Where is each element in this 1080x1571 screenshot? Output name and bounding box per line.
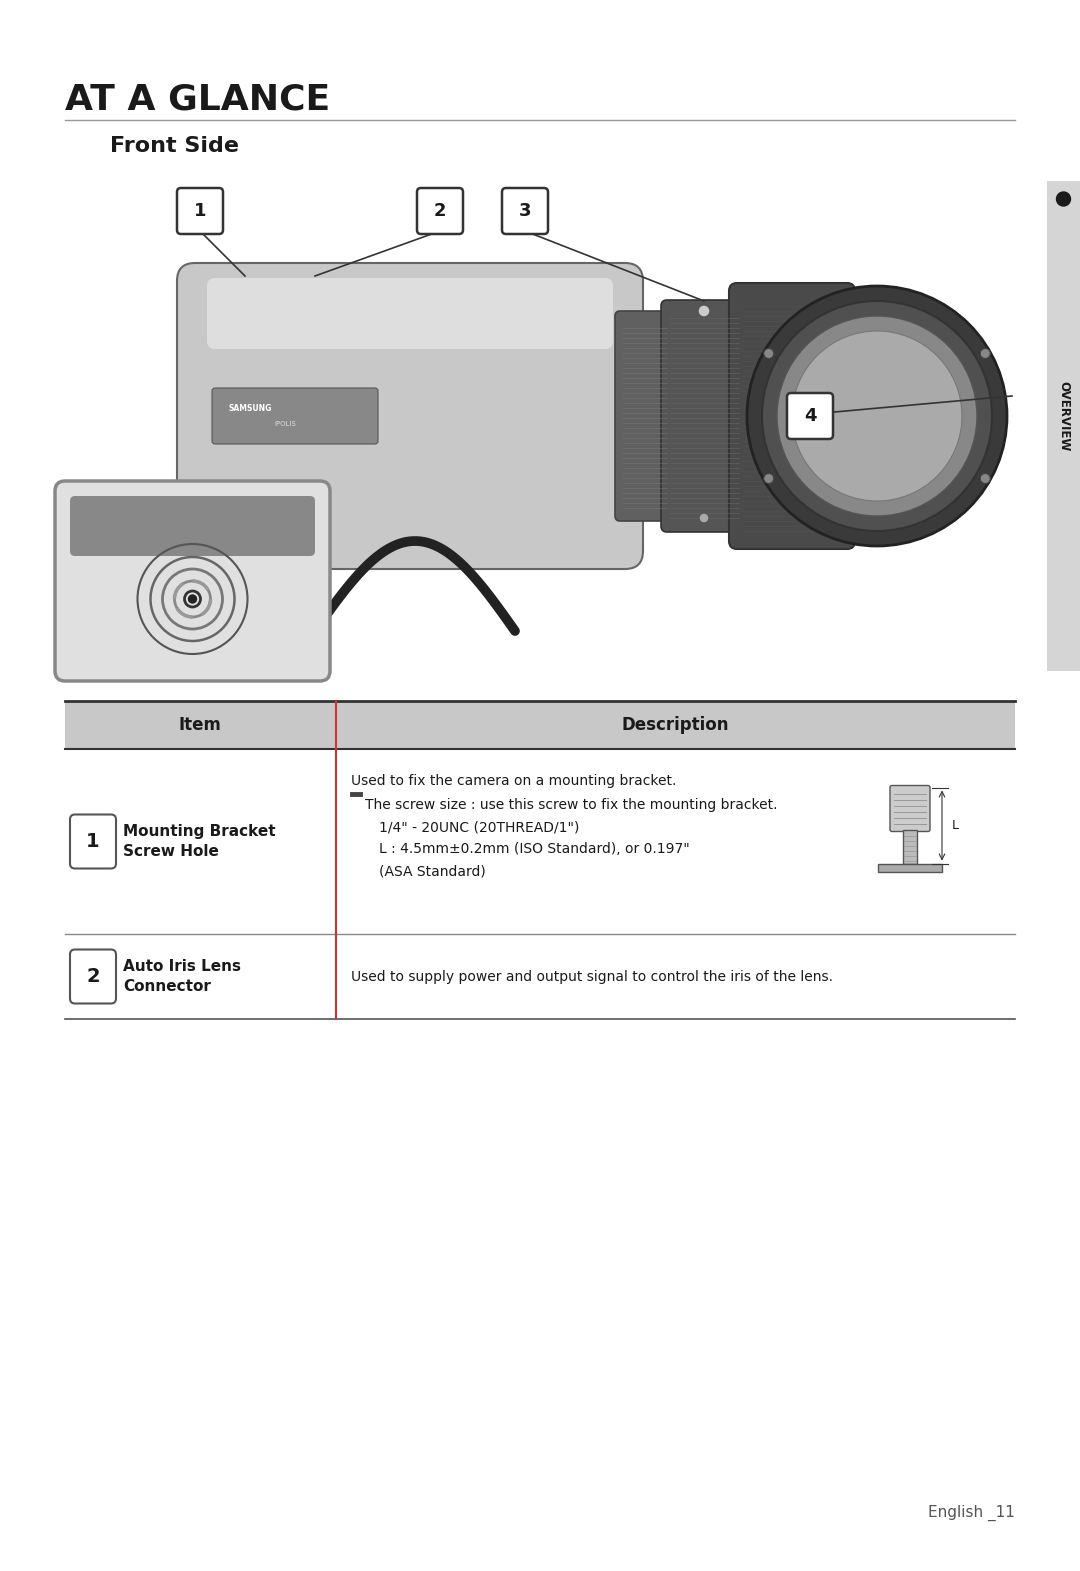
Text: 1: 1	[193, 203, 206, 220]
Circle shape	[764, 349, 773, 358]
Text: Mounting Bracket: Mounting Bracket	[123, 825, 275, 839]
Text: OVERVIEW: OVERVIEW	[1057, 380, 1070, 451]
Text: Connector: Connector	[123, 979, 211, 994]
Text: Used to fix the camera on a mounting bracket.: Used to fix the camera on a mounting bra…	[351, 775, 676, 789]
FancyBboxPatch shape	[177, 262, 643, 569]
FancyBboxPatch shape	[787, 393, 833, 438]
Circle shape	[764, 473, 773, 484]
Text: Used to supply power and output signal to control the iris of the lens.: Used to supply power and output signal t…	[351, 969, 833, 983]
Text: 2: 2	[434, 203, 446, 220]
Circle shape	[981, 349, 990, 358]
Text: iPOLIS: iPOLIS	[274, 421, 296, 427]
FancyBboxPatch shape	[177, 189, 222, 234]
Text: AT A GLANCE: AT A GLANCE	[65, 82, 330, 116]
FancyBboxPatch shape	[207, 278, 613, 349]
Text: The screw size : use this screw to fix the mounting bracket.: The screw size : use this screw to fix t…	[365, 798, 778, 812]
Text: Item: Item	[179, 716, 221, 734]
FancyBboxPatch shape	[417, 189, 463, 234]
FancyBboxPatch shape	[212, 388, 378, 445]
Circle shape	[747, 286, 1007, 547]
Text: Description: Description	[622, 716, 729, 734]
Circle shape	[306, 512, 324, 529]
Text: 3: 3	[518, 203, 531, 220]
Text: SAMSUNG: SAMSUNG	[228, 404, 272, 413]
FancyBboxPatch shape	[729, 283, 855, 548]
FancyBboxPatch shape	[502, 189, 548, 234]
Circle shape	[189, 595, 197, 603]
Bar	[210, 507, 310, 536]
FancyBboxPatch shape	[615, 311, 675, 522]
Circle shape	[1056, 192, 1070, 206]
Circle shape	[762, 302, 993, 531]
Text: (ASA Standard): (ASA Standard)	[379, 864, 486, 878]
Text: 4: 4	[804, 407, 816, 426]
Text: L: L	[951, 818, 959, 833]
Bar	[847, 361, 882, 471]
Circle shape	[699, 514, 708, 523]
Circle shape	[698, 305, 710, 317]
Text: Auto Iris Lens: Auto Iris Lens	[123, 958, 241, 974]
Text: 1: 1	[86, 833, 99, 851]
Text: Front Side: Front Side	[110, 137, 239, 156]
Circle shape	[792, 331, 962, 501]
Bar	[1047, 181, 1080, 671]
Text: L : 4.5mm±0.2mm (ISO Standard), or 0.197": L : 4.5mm±0.2mm (ISO Standard), or 0.197…	[379, 842, 689, 856]
FancyBboxPatch shape	[70, 496, 315, 556]
Bar	[65, 701, 1015, 749]
Bar	[903, 829, 917, 864]
FancyBboxPatch shape	[55, 481, 330, 680]
Bar	[878, 864, 942, 872]
Text: 2: 2	[86, 968, 99, 987]
FancyBboxPatch shape	[890, 786, 930, 831]
Text: Screw Hole: Screw Hole	[123, 844, 219, 859]
Text: 1/4" - 20UNC (20THREAD/1"): 1/4" - 20UNC (20THREAD/1")	[379, 820, 579, 834]
Text: English _11: English _11	[928, 1505, 1015, 1521]
Circle shape	[981, 473, 990, 484]
FancyBboxPatch shape	[70, 814, 116, 869]
Circle shape	[777, 316, 977, 515]
FancyBboxPatch shape	[661, 300, 748, 533]
FancyBboxPatch shape	[70, 949, 116, 1004]
